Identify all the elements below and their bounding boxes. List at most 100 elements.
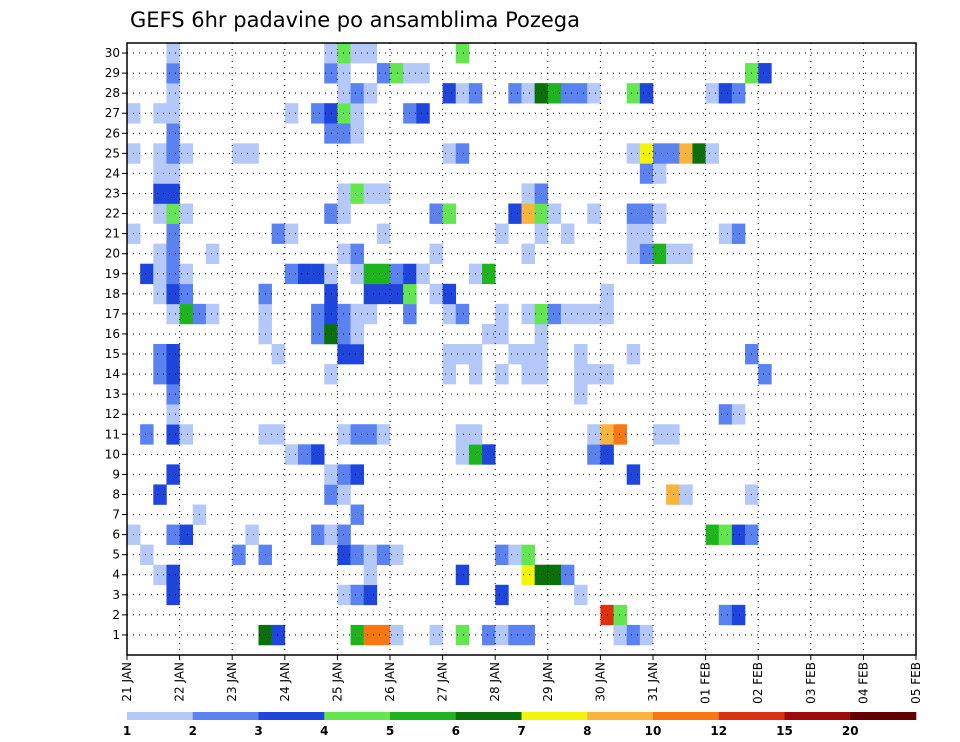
precip-cell (390, 263, 404, 285)
precip-cell (587, 364, 601, 385)
precip-cell (521, 203, 535, 224)
precip-cell (574, 303, 588, 325)
colorbar-swatch (192, 712, 259, 720)
precip-cell (442, 364, 457, 385)
precip-cell (337, 424, 351, 445)
precip-cell (613, 624, 627, 646)
precip-cell (442, 303, 457, 325)
precip-cell (166, 404, 180, 425)
precip-cell (455, 43, 470, 64)
precip-cell (166, 163, 180, 184)
precip-cell (626, 464, 641, 485)
precip-cell (166, 43, 180, 64)
y-tick-label: 21 (105, 227, 120, 241)
precip-cell (140, 424, 154, 445)
precip-cell (495, 544, 509, 566)
colorbar-swatch (587, 712, 654, 720)
precip-cell (179, 424, 194, 445)
x-tick-label: 22 JAN (173, 662, 187, 702)
colorbar: 1 2 3 4 5 6 7 8 10 12 15 20 (123, 712, 917, 738)
precip-cell (337, 43, 351, 64)
precip-cell (692, 143, 706, 164)
precip-cell (311, 303, 325, 325)
precip-cell (455, 424, 470, 445)
colorbar-label: 3 (254, 724, 262, 738)
y-tick-label: 13 (105, 387, 120, 401)
colorbar-label: 6 (452, 724, 460, 738)
colorbar-swatch (784, 712, 851, 720)
precip-cell (639, 223, 654, 244)
precip-cell (179, 263, 194, 285)
precip-cell (482, 444, 496, 465)
y-tick-label: 12 (105, 407, 120, 421)
precip-cell (337, 544, 351, 566)
precip-cell (284, 103, 299, 124)
precip-cell (587, 444, 601, 465)
x-tick-label: 29 JAN (541, 662, 555, 702)
x-tick-label: 04 FEB (856, 662, 870, 704)
precip-cell (574, 343, 588, 365)
precip-cell (547, 83, 562, 104)
precip-cell (179, 203, 194, 224)
precip-cell (337, 584, 351, 606)
precip-cell (653, 243, 667, 265)
precip-cell (455, 564, 470, 586)
precip-cell (166, 203, 180, 224)
precip-cell (587, 303, 601, 325)
precip-cell (271, 223, 286, 244)
precip-cell (350, 103, 364, 124)
precip-cell (455, 303, 470, 325)
precip-cell (337, 343, 351, 365)
precip-cell (337, 103, 351, 124)
precip-cell (495, 364, 509, 385)
colorbar-label: 7 (517, 724, 525, 738)
precip-cell (153, 283, 167, 305)
precip-cell (521, 303, 535, 325)
precip-cell (311, 444, 325, 465)
precip-cell (324, 263, 338, 285)
colorbar-label: 2 (189, 724, 197, 738)
precip-cell (626, 624, 641, 646)
precip-cell (166, 424, 180, 445)
precip-cell (205, 243, 220, 265)
precip-cell (166, 303, 180, 325)
precip-cell (508, 343, 522, 365)
precip-cell (666, 243, 680, 265)
precip-cell (455, 143, 470, 164)
precip-cell (350, 424, 364, 445)
precip-cell (442, 83, 457, 104)
precip-cell (390, 624, 404, 646)
precip-cell (482, 624, 496, 646)
precip-cell (232, 143, 246, 164)
colorbar-swatch (850, 712, 917, 720)
colorbar-label: 10 (645, 724, 662, 738)
precip-cell (455, 343, 470, 365)
precip-cell (363, 283, 378, 305)
precip-cell (166, 364, 180, 385)
precip-cell (455, 83, 470, 104)
precip-cell (521, 83, 535, 104)
precip-cell (376, 263, 391, 285)
precip-cell (639, 203, 654, 224)
y-tick-label: 19 (105, 267, 120, 281)
precip-cell (166, 283, 180, 305)
x-tick-label: 03 FEB (804, 662, 818, 704)
colorbar-swatch (455, 712, 522, 720)
precip-cell (271, 424, 286, 445)
x-tick-label: 23 JAN (225, 662, 239, 702)
precip-cell (166, 83, 180, 104)
precip-cell (337, 464, 351, 485)
colorbar-label: 1 (123, 724, 131, 738)
y-tick-label: 2 (112, 608, 120, 622)
x-tick-label: 25 JAN (330, 662, 344, 702)
precip-cell (639, 163, 654, 184)
precip-cell (508, 203, 522, 224)
precip-cell (547, 303, 562, 325)
precip-cell (705, 143, 720, 164)
plot-frame (126, 42, 917, 656)
precip-cell (179, 303, 194, 325)
colorbar-swatch (521, 712, 588, 720)
precip-cell (324, 123, 338, 144)
precip-cell (166, 464, 180, 485)
precip-cell (547, 203, 562, 224)
